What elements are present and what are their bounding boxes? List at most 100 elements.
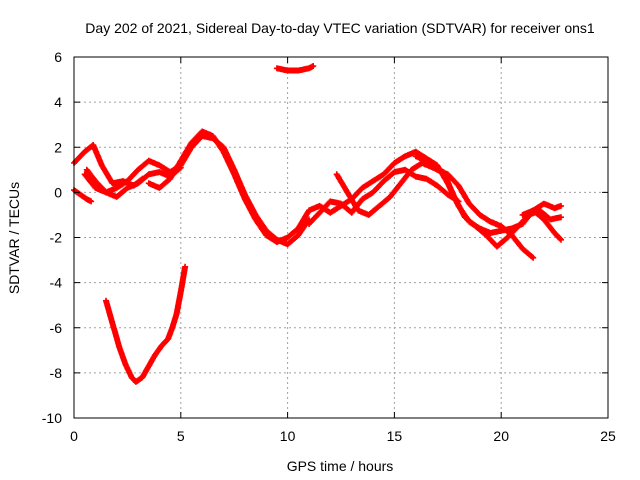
data-point: [542, 218, 546, 221]
y-tick-label: -8: [50, 365, 63, 381]
x-tick-label: 15: [387, 428, 403, 444]
data-point: [147, 182, 150, 185]
data-point: [382, 179, 385, 183]
series-arc-11: [103, 263, 189, 385]
series-arc-8: [412, 153, 537, 261]
data-point: [166, 337, 170, 341]
marker-trace: [103, 263, 189, 385]
data-point: [506, 236, 509, 239]
y-tick-label: -2: [50, 230, 63, 246]
data-point: [254, 218, 257, 221]
axes: 0 5 10 15 20 25 -10 -8 -6 -4 -2 0 2 4 6: [42, 49, 616, 444]
data-point: [532, 209, 535, 212]
data-point: [126, 179, 129, 183]
data-point: [414, 150, 417, 153]
data-point: [367, 213, 370, 217]
data-point: [158, 186, 161, 190]
series-arc-3: [83, 164, 184, 200]
data-point: [500, 225, 503, 228]
data-point: [435, 168, 439, 172]
data-point: [85, 168, 89, 172]
data-point: [153, 353, 157, 357]
data-point: [500, 229, 503, 232]
x-axis-label: GPS time / hours: [287, 458, 394, 474]
marker-trace: [71, 142, 146, 189]
data-point: [350, 211, 353, 214]
data-point: [136, 182, 140, 185]
data-point: [553, 231, 556, 235]
data-point: [265, 234, 268, 237]
data-point: [521, 213, 524, 217]
data-point: [168, 177, 172, 181]
data-point: [200, 130, 204, 133]
data-point: [356, 209, 360, 212]
y-axis-label: SDTVAR / TECUs: [6, 182, 22, 294]
data-point: [297, 234, 300, 237]
data-point: [158, 170, 161, 174]
data-point: [111, 182, 114, 185]
data-point: [83, 150, 86, 153]
series-arc-2: [71, 142, 146, 189]
data-point: [307, 222, 311, 226]
data-point: [79, 193, 82, 196]
data-point: [318, 211, 321, 214]
data-point: [124, 362, 127, 366]
y-tick-label: -6: [50, 320, 63, 336]
data-point: [243, 197, 247, 201]
y-tick-label: 2: [54, 139, 62, 155]
data-point: [495, 245, 499, 248]
series-arc-10: [273, 63, 317, 74]
data-point: [489, 220, 492, 223]
data-point: [94, 179, 97, 183]
data-point: [446, 173, 449, 176]
data-point: [141, 376, 144, 379]
data-point: [414, 175, 417, 178]
data-point: [179, 159, 182, 162]
data-point: [83, 173, 86, 176]
data-point: [410, 168, 413, 172]
data-point: [457, 184, 460, 187]
data-point: [485, 234, 488, 237]
data-point: [549, 218, 552, 221]
data-point: [312, 64, 315, 68]
data-point: [559, 204, 563, 208]
data-point: [175, 313, 178, 316]
data-point: [183, 265, 187, 269]
data-point: [286, 243, 289, 246]
data-point: [160, 344, 163, 347]
y-tick-label: 6: [54, 49, 62, 65]
data-point: [136, 168, 140, 172]
x-tick-label: 5: [177, 428, 185, 444]
data-point: [89, 200, 93, 203]
series-arc-9: [519, 207, 564, 243]
data-point: [158, 164, 161, 167]
data-point: [425, 177, 428, 181]
data-point: [538, 209, 541, 212]
data-point: [147, 364, 150, 368]
data-point: [420, 161, 424, 165]
data-point: [179, 290, 182, 293]
data-point: [104, 191, 108, 194]
y-tick-label: -10: [42, 410, 62, 426]
data-point: [233, 173, 236, 176]
data-point: [286, 236, 289, 239]
data-point: [190, 141, 193, 144]
data-point: [517, 225, 520, 228]
marker-trace: [81, 133, 312, 248]
data-point: [489, 231, 492, 235]
data-point: [559, 238, 563, 241]
data-point: [104, 299, 108, 302]
data-point: [275, 67, 279, 70]
data-point: [463, 215, 467, 219]
data-point: [446, 193, 449, 196]
data-point: [211, 134, 215, 138]
data-point: [393, 161, 396, 165]
data-point: [147, 159, 150, 162]
y-tick-label: 4: [54, 94, 62, 110]
data-point: [85, 197, 89, 201]
data-point: [510, 234, 514, 237]
data-point: [126, 186, 129, 190]
data-point: [307, 67, 311, 70]
data-point: [94, 186, 97, 190]
